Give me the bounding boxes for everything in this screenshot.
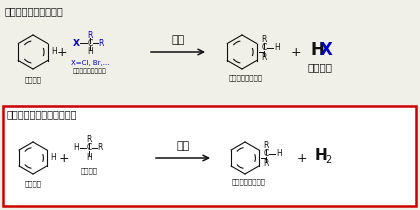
Text: R: R (97, 143, 102, 152)
Text: H: H (315, 148, 328, 164)
Text: H: H (73, 143, 79, 152)
Text: H: H (274, 43, 280, 52)
Text: H: H (50, 154, 56, 163)
Text: X: X (320, 41, 333, 59)
Text: H: H (86, 152, 92, 161)
Text: ハロゲン化アルキル: ハロゲン化アルキル (73, 68, 107, 74)
Text: R: R (263, 160, 269, 168)
Text: ベンゼン: ベンゼン (24, 76, 42, 83)
Bar (0, 0, 420, 105)
Text: +: + (59, 151, 69, 164)
Text: C: C (261, 43, 267, 52)
Text: アルキルベンゼン: アルキルベンゼン (232, 178, 266, 185)
Text: 触媒: 触媒 (171, 35, 185, 45)
Text: アルカン: アルカン (81, 167, 97, 174)
Text: +: + (57, 46, 67, 59)
Text: アルキルベンゼン: アルキルベンゼン (229, 74, 263, 81)
Text: 従来のアルキル化反応: 従来のアルキル化反応 (5, 6, 64, 16)
Text: 副生成物: 副生成物 (307, 62, 333, 72)
Text: +: + (291, 46, 301, 59)
Text: H: H (276, 150, 282, 159)
Text: 副生成物を低減した本手法: 副生成物を低減した本手法 (7, 109, 78, 119)
Text: H: H (51, 47, 57, 56)
Text: C: C (87, 38, 93, 47)
Bar (3, 106, 416, 206)
Text: ベンゼン: ベンゼン (24, 180, 42, 187)
Text: 触媒: 触媒 (176, 141, 189, 151)
Text: R: R (261, 54, 267, 63)
Text: C: C (263, 150, 269, 159)
Text: X: X (73, 38, 79, 47)
Text: C: C (87, 143, 92, 152)
Text: X=Cl, Br,...: X=Cl, Br,... (71, 60, 109, 66)
Text: R: R (263, 142, 269, 151)
Text: 2: 2 (325, 155, 331, 165)
Text: R: R (87, 30, 93, 39)
Text: H: H (87, 47, 93, 56)
Text: R: R (261, 35, 267, 45)
Text: R: R (87, 135, 92, 144)
Text: R: R (98, 38, 104, 47)
Text: H: H (310, 41, 324, 59)
Text: +: + (297, 151, 307, 164)
